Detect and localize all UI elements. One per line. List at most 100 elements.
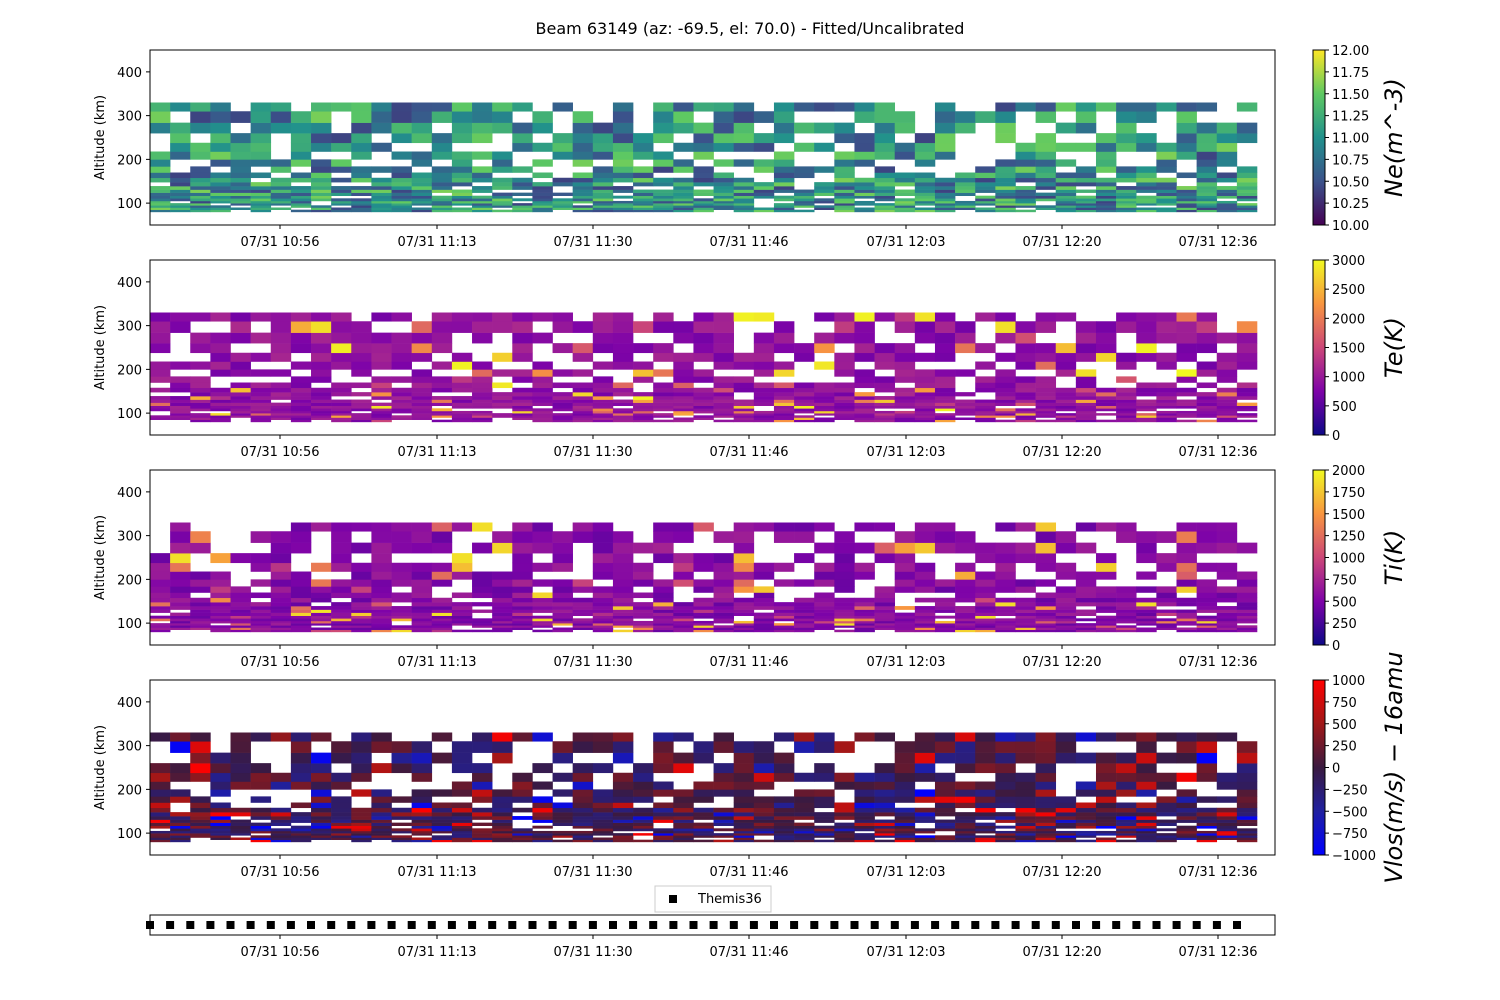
heat-cell <box>753 592 775 599</box>
heat-cell <box>1055 571 1077 580</box>
heat-cell <box>190 151 211 160</box>
heat-cell <box>311 609 332 613</box>
heat-cell <box>210 207 231 210</box>
heat-cell <box>633 405 654 409</box>
heat-cell <box>1196 408 1218 412</box>
heat-cell <box>492 623 513 626</box>
heat-cell <box>451 612 473 616</box>
heat-cell <box>1156 781 1177 790</box>
heat-cell <box>431 402 453 406</box>
heat-cell <box>311 833 332 836</box>
heat-cell <box>612 312 634 322</box>
heat-cell <box>1236 396 1258 400</box>
heat-cell <box>1236 408 1258 412</box>
heat-cell <box>391 192 412 196</box>
heat-cell <box>934 376 956 383</box>
heat-cell <box>1176 802 1197 809</box>
heat-cell <box>1015 352 1036 362</box>
heat-cell <box>612 159 634 167</box>
heat-cell <box>773 186 795 190</box>
heat-cell <box>713 531 734 543</box>
heat-cell <box>492 579 513 587</box>
heat-cell <box>1055 195 1077 199</box>
heat-cell <box>1156 837 1177 840</box>
heat-cell <box>874 177 896 183</box>
colorbar-tick-label: 750 <box>1332 696 1357 711</box>
heat-cell <box>371 830 392 834</box>
heat-cell <box>431 203 453 206</box>
heat-cell <box>1095 343 1117 354</box>
heat-cell <box>995 200 1016 204</box>
heat-cell <box>170 741 191 753</box>
heat-cell <box>1015 177 1036 183</box>
heat-cell <box>653 369 674 377</box>
heat-cell <box>1055 419 1077 423</box>
heat-cell <box>472 198 493 202</box>
heat-cell <box>492 321 513 333</box>
heat-cell <box>331 553 352 564</box>
heat-cell <box>210 618 231 622</box>
heat-cell <box>612 102 634 112</box>
heat-cell <box>170 408 191 412</box>
heat-cell <box>1196 192 1218 196</box>
heat-cell <box>451 522 473 532</box>
heat-cell <box>814 410 835 414</box>
heat-cell <box>934 839 956 843</box>
heat-cell <box>290 781 312 790</box>
heat-cell <box>1095 615 1117 619</box>
heat-cell <box>653 399 674 403</box>
heat-cell <box>914 618 936 622</box>
heat-cell <box>1216 408 1238 412</box>
heat-cell <box>1116 602 1137 607</box>
heat-cell <box>532 189 553 193</box>
heat-cell <box>673 369 694 377</box>
heat-cell <box>351 332 372 344</box>
heat-cell <box>975 837 996 840</box>
heat-cell <box>472 189 493 193</box>
heat-cell <box>250 312 272 322</box>
heat-cell <box>492 606 513 610</box>
heat-cell <box>190 741 211 753</box>
heat-cell <box>411 207 433 210</box>
heat-cell <box>773 825 795 829</box>
heat-cell <box>814 802 835 809</box>
heat-cell <box>1236 752 1258 764</box>
heat-cell <box>572 417 594 420</box>
heat-cell <box>492 618 513 622</box>
heat-cell <box>854 609 875 613</box>
heat-cell <box>773 837 795 840</box>
heat-cell <box>834 405 855 409</box>
heat-cell <box>713 772 734 782</box>
heat-cell <box>290 405 312 409</box>
heat-cell <box>934 627 956 630</box>
heat-cell <box>1035 837 1057 840</box>
heat-cell <box>1035 623 1057 626</box>
heat-cell <box>914 531 936 543</box>
heat-cell <box>290 752 312 764</box>
heat-cell <box>190 205 211 208</box>
heat-cell <box>431 361 453 370</box>
heat-cell <box>1075 752 1097 764</box>
x-tick-label: 07/31 11:30 <box>553 235 632 250</box>
heat-cell <box>451 376 473 383</box>
heat-cell <box>371 207 392 210</box>
heat-cell <box>814 417 835 420</box>
heat-cell <box>250 410 272 414</box>
heat-cell <box>633 133 654 144</box>
heat-cell <box>1236 802 1258 809</box>
heat-cell <box>1075 629 1097 633</box>
themis-point <box>186 921 195 929</box>
heat-cell <box>1035 839 1057 843</box>
heat-cell <box>492 602 513 607</box>
heat-cell <box>250 382 272 389</box>
heat-cell <box>230 396 251 400</box>
heat-cell <box>290 825 312 829</box>
heat-cell <box>1196 835 1218 838</box>
heat-cell <box>492 796 513 803</box>
heat-cell <box>170 571 191 580</box>
heat-cell <box>512 839 533 843</box>
heat-cell <box>1035 618 1057 622</box>
heat-cell <box>391 807 412 813</box>
